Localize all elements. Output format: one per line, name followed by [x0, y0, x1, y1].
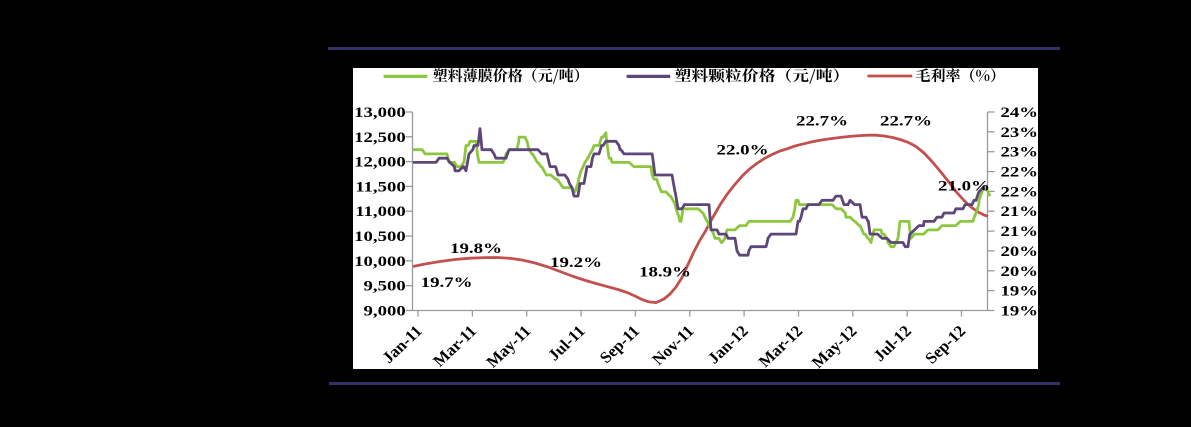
svg-text:22.7%: 22.7% — [880, 112, 932, 129]
svg-text:18.9%: 18.9% — [639, 263, 691, 280]
svg-text:9,000: 9,000 — [364, 302, 406, 319]
svg-text:19%: 19% — [1001, 282, 1038, 299]
svg-text:24%: 24% — [1001, 104, 1038, 121]
svg-text:21%: 21% — [1001, 203, 1038, 220]
svg-text:20%: 20% — [1001, 263, 1038, 280]
svg-text:23%: 23% — [1001, 143, 1038, 160]
svg-text:9,500: 9,500 — [364, 277, 406, 294]
svg-text:21%: 21% — [1001, 223, 1038, 240]
svg-text:22.7%: 22.7% — [796, 112, 848, 129]
svg-text:13,000: 13,000 — [354, 104, 406, 121]
svg-text:May-12: May-12 — [808, 322, 861, 369]
svg-text:10,000: 10,000 — [354, 253, 406, 270]
svg-text:20%: 20% — [1001, 243, 1038, 260]
svg-text:Mar-12: Mar-12 — [754, 322, 806, 369]
svg-text:19.2%: 19.2% — [550, 254, 602, 271]
svg-text:12,500: 12,500 — [354, 129, 406, 146]
svg-text:11,000: 11,000 — [355, 203, 406, 220]
svg-text:23%: 23% — [1001, 124, 1038, 141]
svg-text:12,000: 12,000 — [354, 153, 406, 170]
svg-text:Sep-11: Sep-11 — [596, 322, 644, 367]
svg-text:Jan-12: Jan-12 — [704, 322, 752, 368]
svg-text:21.0%: 21.0% — [938, 177, 990, 194]
svg-text:Mar-11: Mar-11 — [429, 322, 480, 369]
svg-text:11,500: 11,500 — [355, 178, 406, 195]
svg-text:Jul-11: Jul-11 — [544, 322, 589, 365]
svg-text:May-11: May-11 — [482, 322, 534, 369]
svg-text:Jan-11: Jan-11 — [378, 322, 426, 367]
svg-text:Sep-12: Sep-12 — [921, 322, 969, 368]
svg-text:19%: 19% — [1001, 302, 1038, 319]
svg-text:22.0%: 22.0% — [717, 141, 769, 158]
svg-text:19.7%: 19.7% — [421, 274, 473, 291]
svg-text:22%: 22% — [1001, 183, 1038, 200]
svg-text:Nov-11: Nov-11 — [648, 322, 698, 369]
svg-text:22%: 22% — [1001, 163, 1038, 180]
svg-text:Jul-12: Jul-12 — [869, 322, 915, 365]
svg-text:19.8%: 19.8% — [450, 240, 502, 257]
svg-text:10,500: 10,500 — [354, 228, 406, 245]
